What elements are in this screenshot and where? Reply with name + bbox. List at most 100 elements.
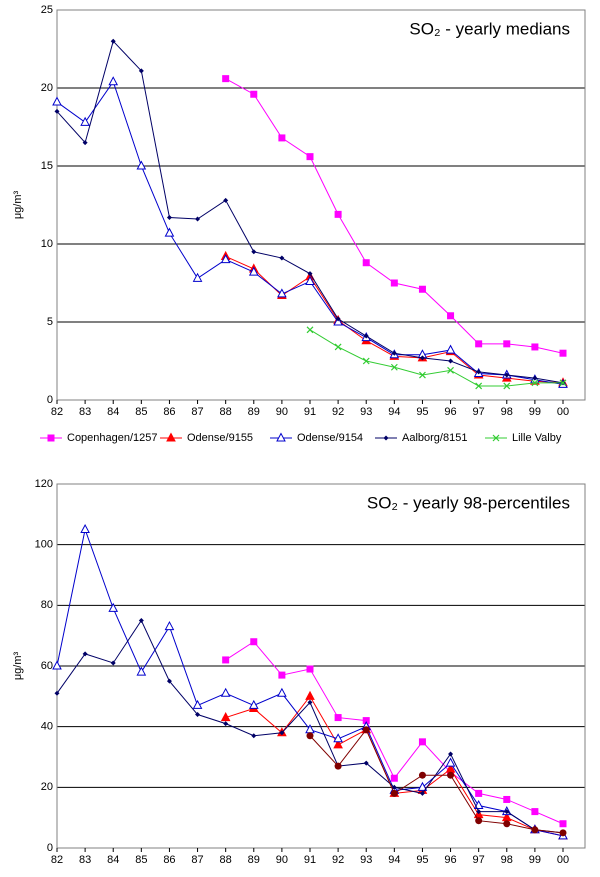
x-tick-label: 82 — [51, 406, 63, 418]
marker — [390, 789, 398, 797]
marker — [334, 714, 342, 722]
marker — [531, 826, 539, 834]
marker — [223, 197, 229, 203]
y-tick-label: 0 — [47, 842, 53, 854]
x-tick-label: 98 — [501, 854, 513, 866]
x-tick-label: 93 — [360, 406, 372, 418]
marker — [110, 660, 116, 666]
marker — [362, 726, 370, 734]
x-tick-label: 88 — [220, 406, 232, 418]
legend-label: Copenhagen/1257 — [67, 432, 158, 444]
marker — [220, 712, 231, 722]
marker — [362, 259, 370, 267]
x-tick-label: 89 — [248, 854, 260, 866]
legend-label: Odense/9155 — [187, 432, 253, 444]
marker — [223, 721, 229, 727]
marker — [277, 288, 287, 298]
x-tick-label: 95 — [416, 406, 428, 418]
x-tick-label: 87 — [191, 854, 203, 866]
marker — [47, 434, 55, 442]
x-tick-label: 94 — [388, 854, 400, 866]
marker — [108, 76, 119, 86]
marker — [52, 96, 62, 106]
marker — [418, 771, 426, 779]
marker — [362, 717, 370, 725]
x-tick-label: 00 — [557, 406, 569, 418]
marker — [448, 751, 454, 757]
legend-label: Aalborg/8151 — [402, 432, 467, 444]
marker — [333, 739, 343, 749]
marker — [136, 666, 147, 676]
marker — [250, 90, 258, 98]
marker — [492, 434, 500, 442]
marker — [475, 789, 483, 797]
chart-title: SO₂ - yearly medians — [409, 19, 570, 38]
marker — [82, 651, 88, 657]
marker — [195, 712, 201, 718]
marker — [192, 699, 203, 709]
marker — [333, 733, 343, 743]
y-axis-label: μg/m³ — [12, 190, 24, 219]
marker — [391, 784, 397, 790]
marker — [82, 140, 88, 146]
y-tick-label: 5 — [47, 316, 53, 328]
x-tick-label: 82 — [51, 854, 63, 866]
marker — [475, 340, 483, 348]
marker — [248, 266, 259, 276]
y-tick-label: 80 — [41, 599, 53, 611]
marker — [110, 38, 116, 44]
y-tick-label: 20 — [41, 781, 53, 793]
marker — [108, 602, 119, 612]
x-tick-label: 92 — [332, 854, 344, 866]
marker — [307, 271, 313, 277]
legend-label: Lille Valby — [512, 432, 562, 444]
y-tick-label: 120 — [35, 478, 53, 490]
series-line — [225, 78, 564, 354]
marker — [279, 730, 285, 736]
marker — [251, 733, 257, 739]
x-tick-label: 00 — [557, 854, 569, 866]
x-tick-label: 91 — [304, 854, 316, 866]
marker — [447, 366, 454, 374]
marker — [448, 358, 454, 364]
x-tick-label: 84 — [107, 854, 119, 866]
marker — [138, 618, 144, 623]
marker — [306, 732, 314, 740]
x-tick-label: 92 — [332, 406, 344, 418]
y-tick-label: 60 — [41, 660, 53, 672]
marker — [334, 762, 342, 770]
marker — [390, 279, 398, 287]
marker — [559, 379, 567, 387]
marker — [419, 355, 425, 361]
marker — [80, 523, 90, 533]
marker — [503, 340, 511, 348]
marker — [307, 699, 313, 705]
y-tick-label: 10 — [41, 238, 53, 250]
marker — [54, 108, 60, 114]
marker — [503, 820, 511, 828]
marker — [305, 690, 315, 700]
legend-label: Odense/9154 — [297, 432, 363, 444]
marker — [531, 343, 539, 351]
x-tick-label: 96 — [444, 406, 456, 418]
marker — [251, 249, 257, 255]
marker — [532, 375, 538, 381]
marker — [138, 68, 144, 74]
plot-frame — [56, 9, 586, 401]
marker — [306, 326, 314, 334]
x-tick-label: 96 — [444, 854, 456, 866]
marker — [250, 638, 258, 646]
marker — [220, 687, 231, 697]
marker — [278, 134, 286, 142]
marker — [222, 656, 230, 664]
marker — [195, 216, 201, 222]
marker — [166, 214, 172, 220]
x-tick-label: 83 — [79, 406, 91, 418]
series-line — [225, 256, 564, 384]
marker — [276, 432, 286, 442]
marker — [475, 382, 483, 390]
marker — [334, 210, 342, 218]
x-tick-label: 95 — [416, 854, 428, 866]
x-tick-label: 88 — [220, 854, 232, 866]
